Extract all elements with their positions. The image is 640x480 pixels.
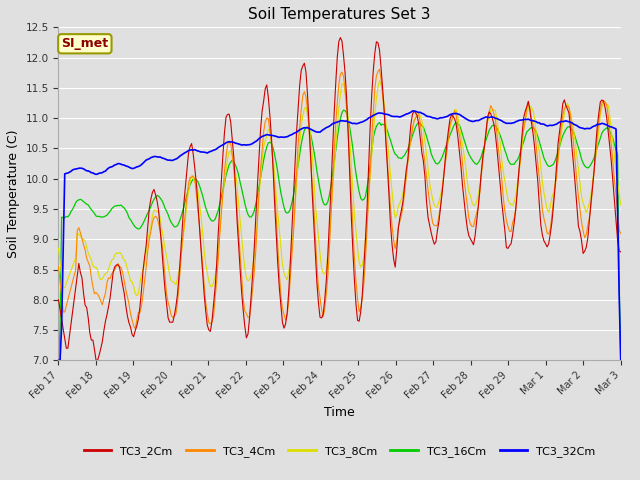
Title: Soil Temperatures Set 3: Soil Temperatures Set 3 (248, 7, 431, 22)
Legend: TC3_2Cm, TC3_4Cm, TC3_8Cm, TC3_16Cm, TC3_32Cm: TC3_2Cm, TC3_4Cm, TC3_8Cm, TC3_16Cm, TC3… (79, 442, 600, 461)
Y-axis label: Soil Temperature (C): Soil Temperature (C) (7, 130, 20, 258)
Text: SI_met: SI_met (61, 37, 108, 50)
X-axis label: Time: Time (324, 406, 355, 419)
